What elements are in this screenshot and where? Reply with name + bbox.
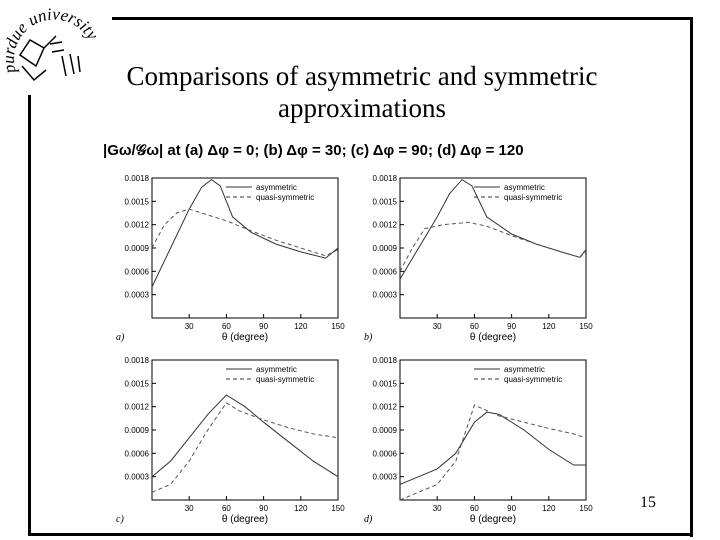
slide-title-line-1: Comparisons of asymmetric and symmetric bbox=[126, 61, 598, 91]
legend-label: asymmetric bbox=[256, 183, 297, 192]
x-tick-label: 30 bbox=[433, 322, 442, 331]
y-tick-label: 0.0015 bbox=[373, 379, 398, 388]
x-tick-label: 30 bbox=[185, 504, 194, 513]
panel-label: d) bbox=[364, 514, 373, 525]
x-axis-label: θ (degree) bbox=[222, 514, 268, 525]
y-tick-label: 0.0012 bbox=[373, 403, 398, 412]
y-tick-label: 0.0018 bbox=[125, 356, 150, 365]
y-tick-label: 0.0006 bbox=[125, 449, 150, 458]
chart-svg: 0.0018 0.0015 0.0012 0.0009 0.0006 0.0003 30 60… bbox=[364, 356, 593, 525]
x-tick-label: 30 bbox=[185, 322, 194, 331]
y-tick-label: 0.0003 bbox=[373, 473, 398, 482]
series-line-asymmetric bbox=[151, 178, 339, 288]
x-tick-label: 150 bbox=[579, 322, 593, 331]
series-line-asymmetric bbox=[399, 178, 587, 280]
legend-label: asymmetric bbox=[504, 183, 545, 192]
chart-svg: 0.0018 0.0015 0.0012 0.0009 0.0006 0.0003 30 60… bbox=[116, 356, 345, 525]
y-tick-label: 0.0009 bbox=[125, 426, 150, 435]
legend-label: quasi-symmetric bbox=[256, 193, 314, 202]
slide-border-top bbox=[112, 17, 693, 20]
y-tick-label: 0.0012 bbox=[125, 221, 150, 230]
x-tick-label: 120 bbox=[294, 322, 308, 331]
x-tick-label: 120 bbox=[294, 504, 308, 513]
series-line-asymmetric bbox=[151, 394, 339, 478]
y-tick-label: 0.0003 bbox=[125, 291, 150, 300]
slide-title-line-2: approximations bbox=[278, 93, 446, 123]
legend-label: quasi-symmetric bbox=[256, 375, 314, 384]
y-tick-label: 0.0015 bbox=[373, 197, 398, 206]
x-axis-label: θ (degree) bbox=[470, 514, 516, 525]
y-tick-label: 0.0018 bbox=[125, 174, 150, 183]
x-tick-label: 90 bbox=[259, 322, 268, 331]
y-tick-label: 0.0009 bbox=[125, 244, 150, 253]
legend-label: quasi-symmetric bbox=[504, 375, 562, 384]
x-tick-label: 60 bbox=[470, 504, 479, 513]
slide-border-bottom bbox=[28, 533, 693, 536]
chart-panel-c: 0.0018 0.0015 0.0012 0.0009 0.0006 0.0003 30 60… bbox=[110, 352, 350, 530]
x-tick-label: 120 bbox=[542, 322, 556, 331]
y-tick-label: 0.0006 bbox=[373, 267, 398, 276]
y-tick-label: 0.0018 bbox=[373, 356, 398, 365]
y-tick-label: 0.0015 bbox=[125, 379, 150, 388]
y-tick-label: 0.0018 bbox=[373, 174, 398, 183]
x-tick-label: 90 bbox=[507, 322, 516, 331]
chart-svg: 0.0018 0.0015 0.0012 0.0009 0.0006 0.0003 30 60… bbox=[116, 174, 345, 343]
y-tick-label: 0.0009 bbox=[373, 244, 398, 253]
figure-caption: |Gω/𝒢ω| at (a) Δφ = 0; (b) Δφ = 30; (c) … bbox=[103, 142, 524, 159]
griffin-emblem-icon bbox=[18, 35, 81, 82]
x-tick-label: 60 bbox=[470, 322, 479, 331]
legend-label: asymmetric bbox=[504, 365, 545, 374]
y-tick-label: 0.0006 bbox=[373, 449, 398, 458]
slide-border-right bbox=[690, 17, 693, 537]
x-tick-label: 90 bbox=[507, 504, 516, 513]
y-tick-label: 0.0003 bbox=[373, 291, 398, 300]
chart-panel-d: 0.0018 0.0015 0.0012 0.0009 0.0006 0.0003 30 60… bbox=[358, 352, 598, 530]
series-line-asymmetric bbox=[399, 411, 586, 485]
x-axis-label: θ (degree) bbox=[222, 332, 268, 343]
series-line-quasi-symmetric bbox=[151, 402, 339, 493]
x-tick-label: 90 bbox=[259, 504, 268, 513]
y-tick-label: 0.0009 bbox=[373, 426, 398, 435]
series-line-quasi-symmetric bbox=[151, 208, 339, 257]
chart-svg: 0.0018 0.0015 0.0012 0.0009 0.0006 0.0003 30 60… bbox=[364, 174, 593, 343]
panel-label: c) bbox=[116, 514, 124, 525]
series-line-quasi-symmetric bbox=[399, 404, 587, 501]
chart-panel-a: 0.0018 0.0015 0.0012 0.0009 0.0006 0.0003 30 60… bbox=[110, 170, 350, 348]
purdue-seal-logo: purdue university bbox=[0, 4, 102, 82]
x-tick-label: 150 bbox=[331, 504, 345, 513]
page-number: 15 bbox=[640, 494, 656, 511]
x-tick-label: 150 bbox=[331, 322, 345, 331]
y-tick-label: 0.0006 bbox=[125, 267, 150, 276]
slide-border-left bbox=[28, 95, 31, 536]
y-tick-label: 0.0012 bbox=[125, 403, 150, 412]
slide-title: Comparisons of asymmetric and symmetric … bbox=[96, 60, 628, 124]
chart-panel-b: 0.0018 0.0015 0.0012 0.0009 0.0006 0.0003 30 60… bbox=[358, 170, 598, 348]
x-axis-label: θ (degree) bbox=[470, 332, 516, 343]
x-tick-label: 30 bbox=[433, 504, 442, 513]
x-tick-label: 120 bbox=[542, 504, 556, 513]
series-line-quasi-symmetric bbox=[399, 221, 587, 272]
y-tick-label: 0.0003 bbox=[125, 473, 150, 482]
panel-label: b) bbox=[364, 332, 373, 343]
y-tick-label: 0.0015 bbox=[125, 197, 150, 206]
x-tick-label: 150 bbox=[579, 504, 593, 513]
x-tick-label: 60 bbox=[222, 504, 231, 513]
legend-label: quasi-symmetric bbox=[504, 193, 562, 202]
legend-label: asymmetric bbox=[256, 365, 297, 374]
panel-label: a) bbox=[116, 332, 125, 343]
x-tick-label: 60 bbox=[222, 322, 231, 331]
y-tick-label: 0.0012 bbox=[373, 221, 398, 230]
